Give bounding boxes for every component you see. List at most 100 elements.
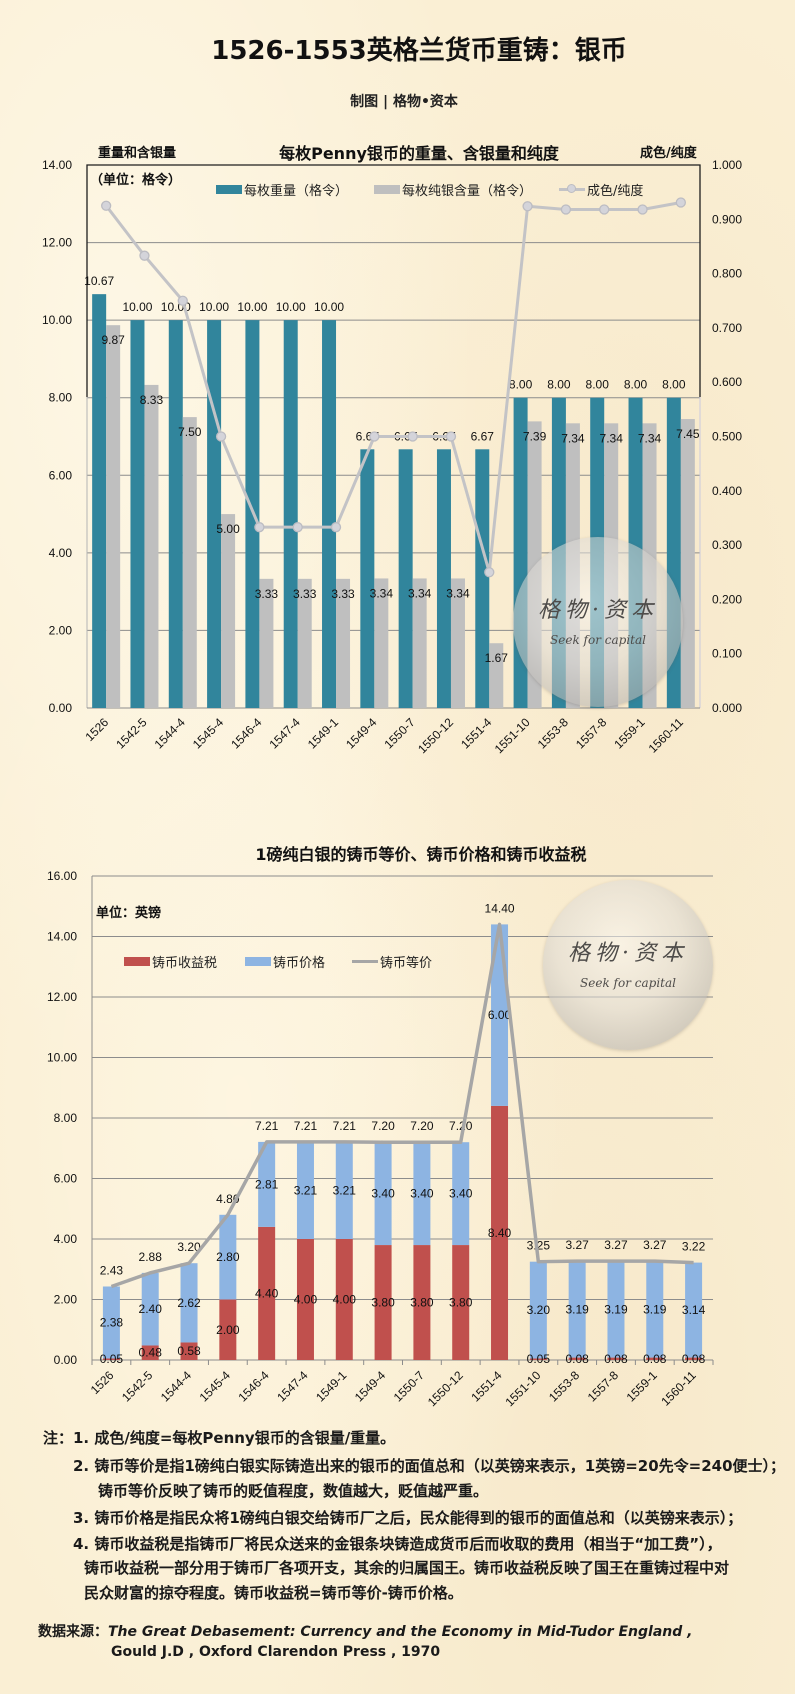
data-label-seigniorage: 8.40: [488, 1226, 512, 1240]
bar-silver: [297, 578, 312, 708]
watermark-en-text: Seek for capital: [550, 633, 646, 647]
data-label-seigniorage: 3.80: [371, 1296, 395, 1310]
data-label-silver: 7.45: [676, 427, 700, 441]
chart-2-unit-label: 单位：英镑: [96, 906, 162, 921]
bar-mint-price: [219, 1214, 237, 1300]
chart-1-left-axis-title: 重量和含银量: [98, 146, 177, 161]
x-axis-tick-label: 1551-10: [492, 715, 533, 756]
data-label-mint-price: 3.21: [333, 1183, 357, 1197]
legend-swatch-gray-icon: [374, 185, 400, 194]
x-axis-tick-label: 1549-4: [343, 715, 380, 752]
data-label-weight: 10.00: [314, 300, 344, 314]
y-axis-tick-label: 0.00: [54, 1353, 78, 1367]
x-axis-tick-label: 1547-4: [274, 1368, 311, 1405]
data-label-mint-price: 2.81: [255, 1177, 279, 1191]
bar-weight: [168, 320, 183, 708]
data-label-mint-equivalent: 7.21: [294, 1119, 318, 1133]
data-label-silver: 3.34: [408, 586, 432, 600]
source-label: 数据来源：: [38, 1624, 108, 1640]
purity-marker: [101, 200, 112, 211]
bar-seigniorage: [607, 1357, 625, 1360]
bar-silver: [106, 325, 121, 708]
data-label-silver: 1.67: [485, 651, 509, 665]
chart-2-legend-mint-equivalent: 铸币等价: [352, 952, 432, 971]
x-axis-tick-label: 1553-8: [546, 1368, 583, 1405]
legend-label: 每枚重量（格令）: [244, 184, 349, 199]
y-axis-tick-label: 10.00: [42, 313, 72, 327]
data-label-mint-price: 3.14: [682, 1303, 706, 1317]
bar-silver: [144, 384, 159, 708]
x-axis-tick-label: 1547-4: [267, 715, 304, 752]
y-axis-tick-label: 8.00: [54, 1111, 78, 1125]
y-axis-tick-label: 8.00: [49, 391, 73, 405]
x-axis-tick-label: 1544-4: [152, 715, 189, 752]
bar-mint-price: [141, 1272, 159, 1346]
y2-axis-tick-label: 0.500: [712, 430, 742, 444]
bar-mint-price: [607, 1261, 625, 1358]
source-book-title: The Great Debasement: Currency and the E…: [108, 1624, 693, 1640]
purity-marker: [330, 522, 342, 533]
data-label-mint-price: 2.38: [100, 1315, 124, 1329]
bar-mint-price: [491, 924, 509, 1106]
bar-mint-price: [335, 1141, 353, 1239]
data-label-mint-equivalent: 7.20: [371, 1119, 395, 1133]
chart-2-y-axis-ticks: 0.00 2.00 4.00 6.00 8.00 10.00 12.00 14.00 16.00: [47, 869, 77, 1367]
bar-seigniorage: [529, 1358, 547, 1360]
x-axis-tick-label: 1551-4: [458, 715, 495, 752]
data-label-weight: 10.00: [122, 300, 152, 314]
bar-seigniorage: [568, 1357, 586, 1360]
x-axis-tick-label: 1546-4: [228, 715, 265, 752]
data-label-silver: 8.33: [140, 393, 164, 407]
y-axis-tick-label: 14.00: [42, 158, 72, 172]
bar-mint-price: [180, 1263, 198, 1343]
x-axis-tick-label: 1545-4: [190, 715, 227, 752]
data-label-mint-equivalent: 3.22: [682, 1240, 706, 1254]
data-label-mint-equivalent: 3.27: [643, 1238, 667, 1252]
data-label-mint-price: 2.62: [177, 1296, 201, 1310]
note-4-continued-2: 民众财富的掠夺程度。铸币收益税=铸币等价-铸币价格。: [84, 1584, 463, 1602]
chart-1-legend-weight: 每枚重量（格令）: [216, 180, 348, 199]
y2-axis-tick-label: 0.000: [712, 701, 742, 715]
y2-axis-tick-label: 0.300: [712, 538, 742, 552]
bar-seigniorage: [685, 1357, 703, 1360]
legend-label: 铸币收益税: [152, 956, 218, 971]
y-axis-tick-label: 6.00: [54, 1172, 78, 1186]
data-label-silver: 7.39: [523, 429, 547, 443]
purity-marker: [560, 204, 572, 215]
watermark-logo: 格物·资本 Seek for capital: [543, 880, 713, 1050]
bar-weight: [322, 320, 337, 708]
y-axis-tick-label: 14.00: [47, 930, 77, 944]
chart-1-x-axis-labels: 1526 1542-5 1544-4 1545-4 1546-4 1547-4 1549-1…: [82, 715, 686, 756]
bar-seigniorage: [296, 1239, 314, 1360]
data-label-mint-price: 2.80: [216, 1250, 240, 1264]
purity-marker: [215, 431, 227, 442]
bar-silver: [259, 578, 274, 708]
data-label-seigniorage: 0.08: [643, 1352, 667, 1366]
purity-marker: [675, 197, 686, 208]
purity-marker: [407, 431, 418, 442]
bar-seigniorage: [491, 1105, 509, 1360]
watermark-logo: 格物·资本 Seek for capital: [513, 537, 683, 707]
source-publisher: Gould J.D , Oxford Clarendon Press , 197…: [111, 1644, 441, 1660]
bar-weight: [207, 320, 222, 708]
data-label-silver: 3.33: [293, 587, 317, 601]
chart-2-x-axis-labels: 1526 1542-5 1544-4 1545-4 1546-4 1547-4 1549-1…: [88, 1368, 699, 1409]
purity-marker: [599, 204, 610, 215]
data-label-silver: 7.50: [178, 425, 202, 439]
data-label-mint-price: 3.21: [294, 1183, 318, 1197]
data-label-seigniorage: 0.05: [527, 1352, 551, 1366]
bar-mint-price: [258, 1141, 276, 1227]
watermark-cn-text: 格物·资本: [568, 941, 688, 966]
y-axis-tick-label: 0.00: [49, 701, 73, 715]
data-label-mint-equivalent: 7.20: [449, 1119, 473, 1133]
x-axis-tick-label: 1526: [88, 1368, 117, 1397]
data-label-weight: 6.67: [432, 429, 456, 443]
note-4: 4. 铸币收益税是指铸币厂将民众送来的金银条块铸造成货币后而收取的费用（相当于“…: [73, 1535, 722, 1553]
purity-marker: [369, 431, 380, 442]
data-label-seigniorage: 3.80: [449, 1296, 473, 1310]
data-label-weight: 6.67: [356, 429, 380, 443]
purity-marker: [522, 201, 533, 212]
x-axis-tick-label: 1559-1: [624, 1368, 661, 1405]
y-axis-tick-label: 16.00: [47, 869, 77, 883]
page-title: 1526-1553英格兰货币重铸：银币: [211, 36, 627, 66]
